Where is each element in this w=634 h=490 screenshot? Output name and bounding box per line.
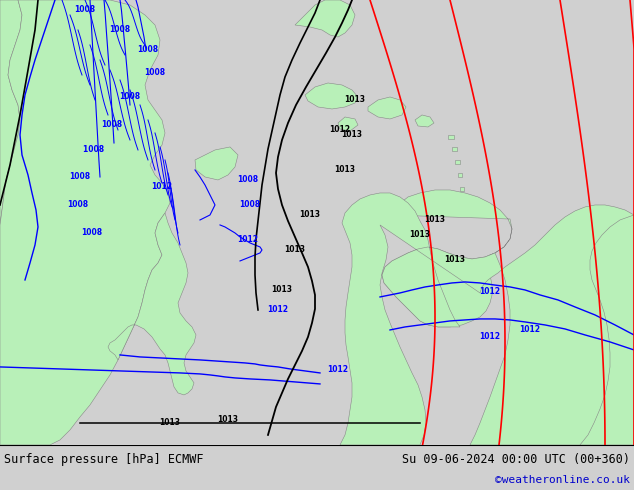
Text: 1008: 1008: [101, 121, 122, 129]
Polygon shape: [305, 83, 358, 109]
Polygon shape: [0, 0, 22, 225]
Text: 1012: 1012: [238, 236, 259, 245]
Polygon shape: [460, 187, 464, 191]
Text: 1013: 1013: [217, 416, 238, 424]
Polygon shape: [455, 160, 460, 164]
Polygon shape: [340, 193, 634, 445]
Text: ©weatheronline.co.uk: ©weatheronline.co.uk: [495, 475, 630, 485]
Text: 1008: 1008: [67, 200, 89, 209]
Text: 1013: 1013: [285, 245, 306, 254]
Polygon shape: [195, 147, 238, 180]
Text: 1008: 1008: [83, 146, 107, 154]
Text: 1012: 1012: [479, 288, 500, 296]
Text: 1013: 1013: [160, 418, 181, 427]
Text: 1008: 1008: [81, 228, 103, 238]
Polygon shape: [338, 117, 358, 131]
Polygon shape: [382, 190, 512, 327]
Text: 1008: 1008: [145, 69, 165, 77]
Polygon shape: [448, 135, 454, 139]
Text: 1012: 1012: [328, 366, 349, 374]
Text: 1013: 1013: [271, 286, 292, 294]
Text: 1012: 1012: [152, 182, 172, 192]
Text: 1012: 1012: [479, 332, 500, 342]
Text: 1012: 1012: [330, 125, 351, 134]
Text: 1013: 1013: [344, 96, 365, 104]
Polygon shape: [452, 147, 457, 151]
Text: 1008: 1008: [74, 5, 96, 15]
Polygon shape: [108, 213, 196, 395]
Text: 1013: 1013: [335, 166, 356, 174]
Text: 1008: 1008: [238, 175, 259, 184]
Polygon shape: [415, 115, 434, 127]
Text: 1013: 1013: [425, 216, 446, 224]
Text: 1008: 1008: [138, 46, 158, 54]
Text: 1012: 1012: [268, 305, 288, 315]
Text: Surface pressure [hPa] ECMWF: Surface pressure [hPa] ECMWF: [4, 453, 204, 466]
Polygon shape: [458, 173, 462, 177]
Polygon shape: [580, 215, 634, 445]
Text: Su 09-06-2024 00:00 UTC (00+360): Su 09-06-2024 00:00 UTC (00+360): [402, 453, 630, 466]
Text: 1013: 1013: [444, 255, 465, 265]
Polygon shape: [462, 200, 466, 204]
Text: 1013: 1013: [299, 211, 321, 220]
Text: 1013: 1013: [342, 130, 363, 140]
Polygon shape: [295, 0, 355, 37]
Text: 1013: 1013: [410, 230, 430, 240]
Polygon shape: [0, 0, 170, 445]
Text: 1008: 1008: [119, 93, 141, 101]
Polygon shape: [368, 97, 406, 119]
Text: 1008: 1008: [240, 200, 261, 209]
Text: 1012: 1012: [519, 325, 541, 335]
Text: 1008: 1008: [110, 25, 131, 34]
Text: 1008: 1008: [70, 172, 91, 181]
